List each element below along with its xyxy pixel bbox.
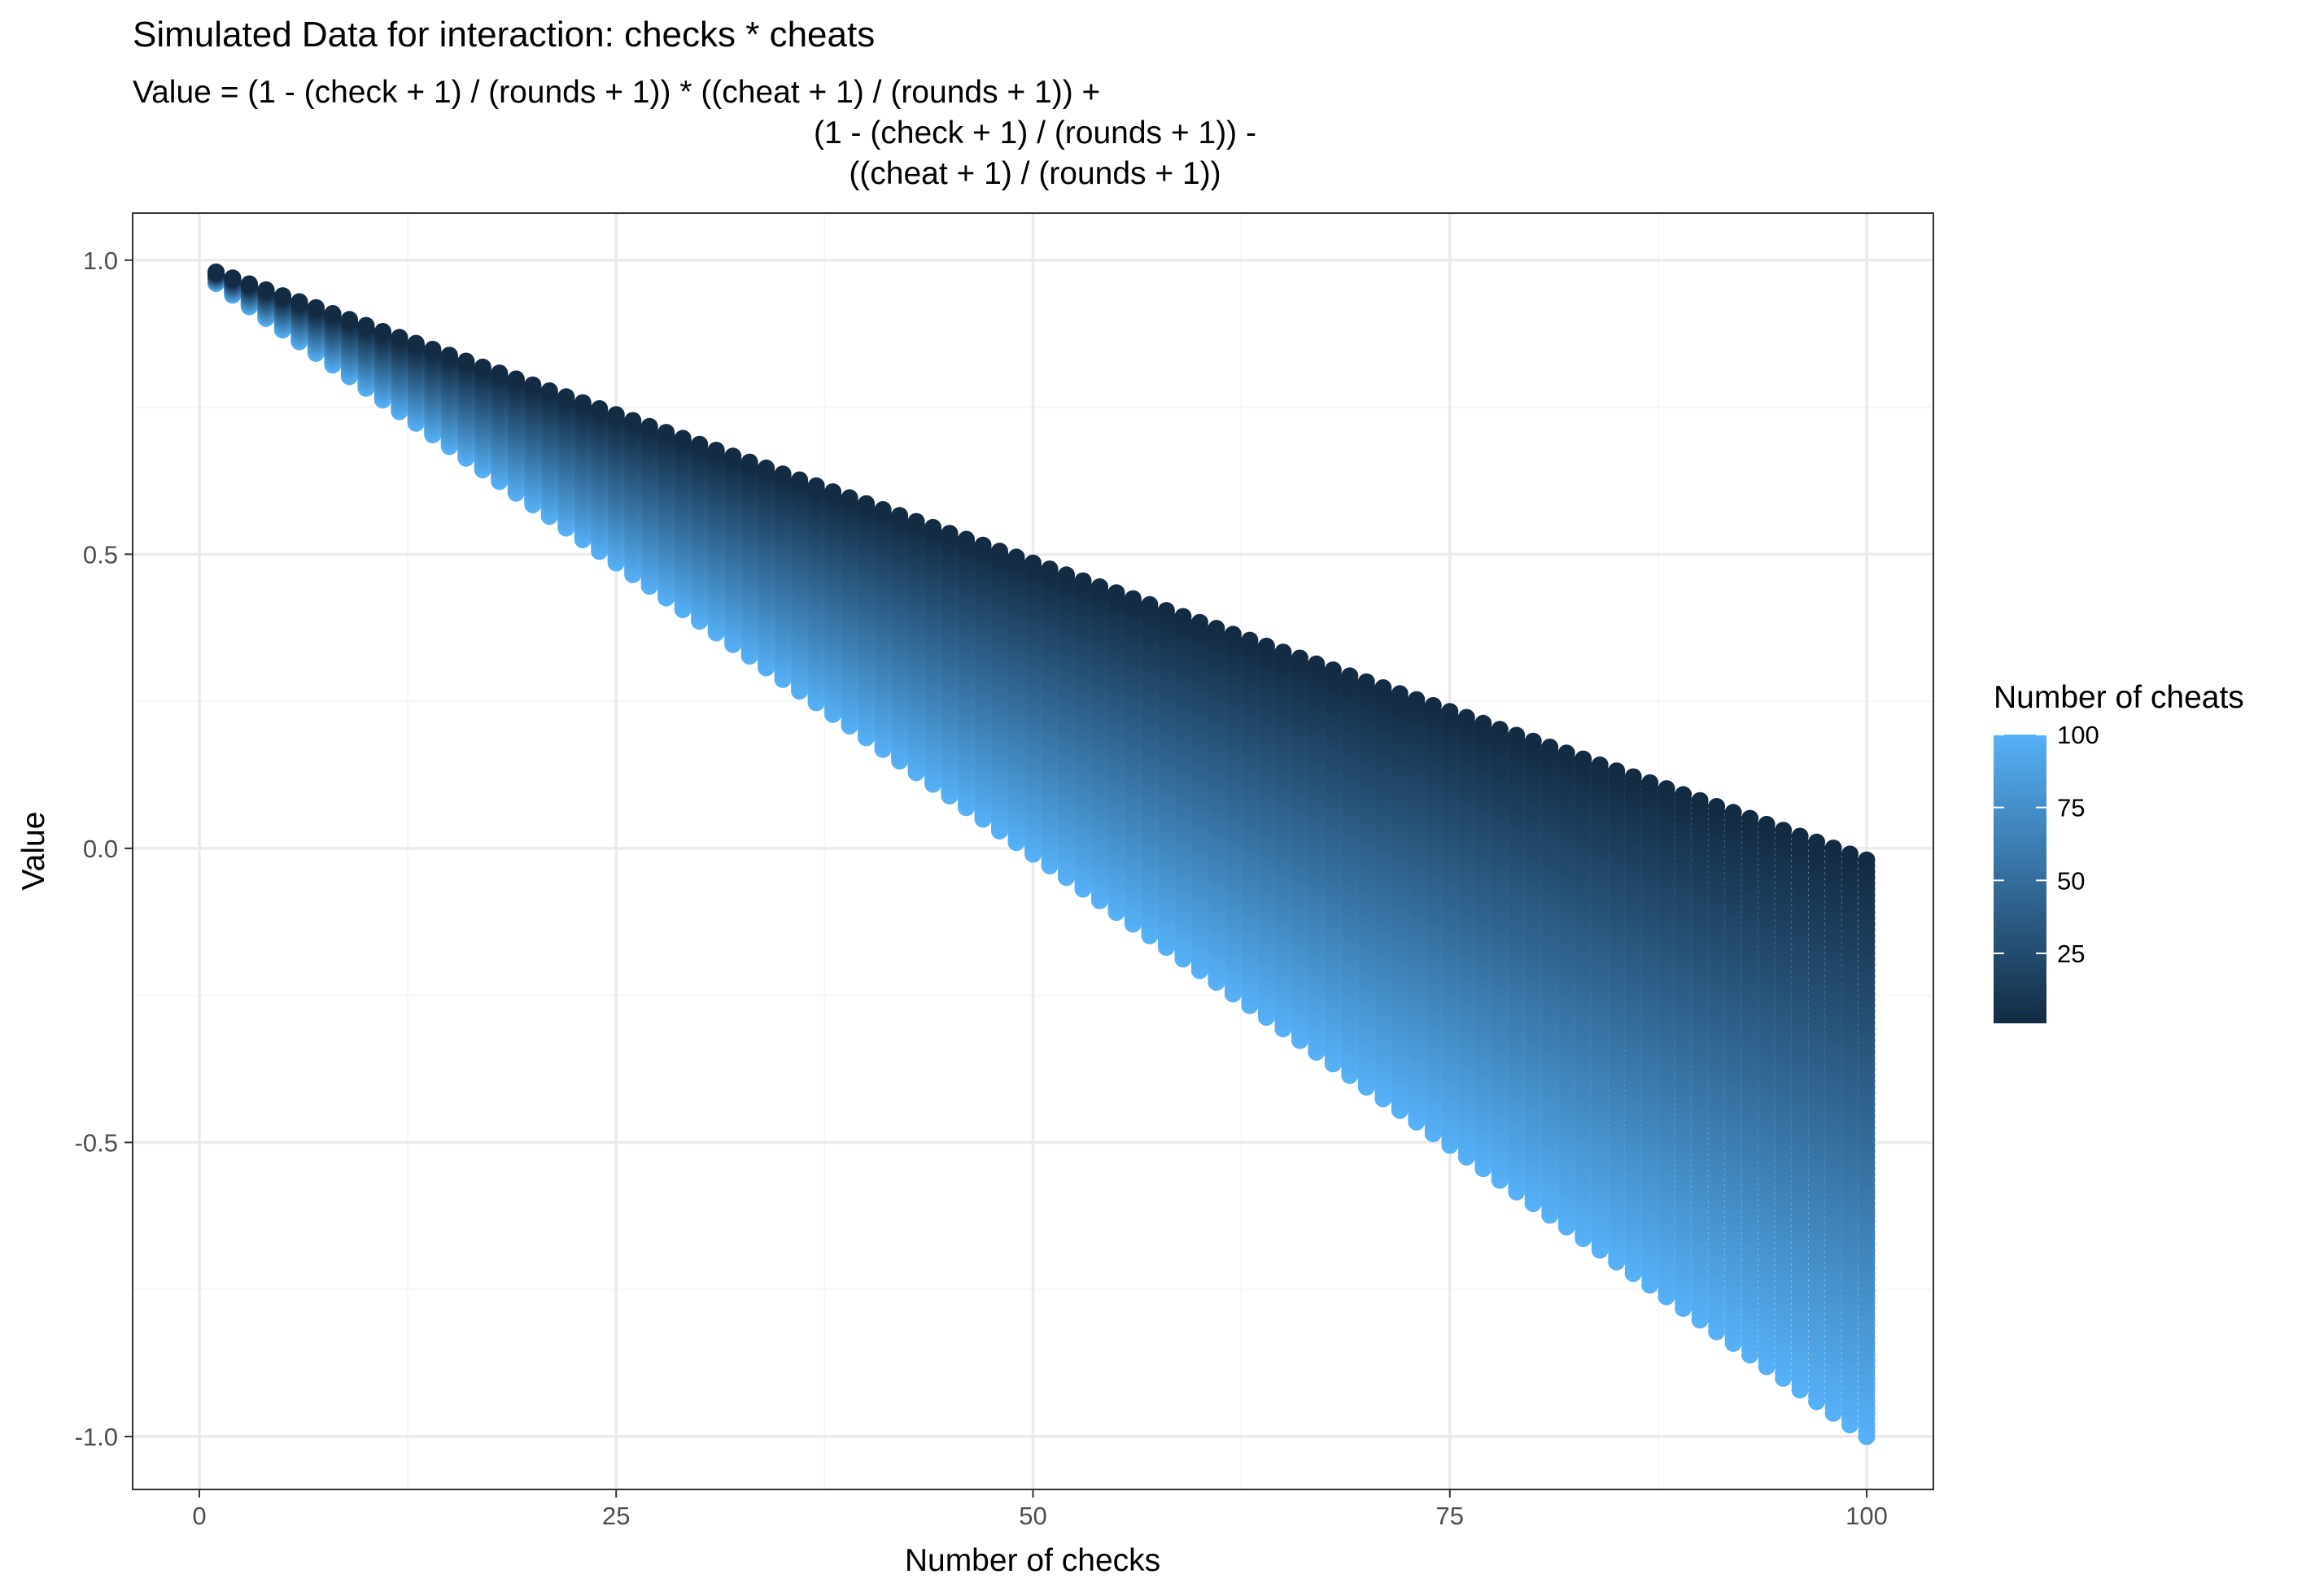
plot-panel — [132, 212, 1934, 1490]
chart-subtitle-line-1: Value = (1 - (check + 1) / (rounds + 1))… — [133, 75, 1100, 110]
scatter-points — [207, 263, 1876, 1446]
chart-subtitle-line-3: ((cheat + 1) / (rounds + 1)) — [849, 156, 1221, 191]
chart-subtitle-line-2: (1 - (check + 1) / (rounds + 1)) - — [814, 116, 1256, 150]
chart-title: Simulated Data for interaction: checks *… — [133, 15, 875, 55]
